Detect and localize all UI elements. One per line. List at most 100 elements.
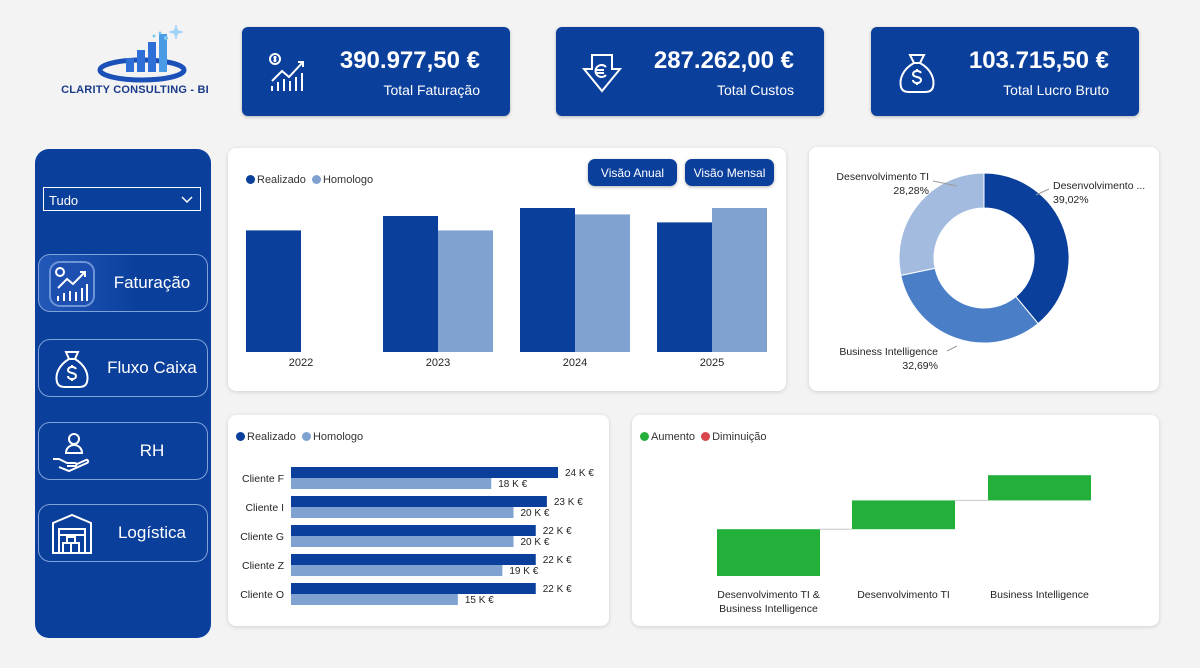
legend-homologo-label: Homologo: [312, 431, 364, 443]
money-bag-icon: [55, 351, 89, 388]
data-label: 22 K €: [543, 526, 572, 537]
bar-homologo-2024: [575, 214, 630, 352]
slice-label: Business Intelligence: [839, 346, 938, 358]
kpi-total-faturacao: 390.977,50 € Total Faturação: [242, 27, 510, 116]
legend-aumento-label: Aumento: [651, 431, 696, 443]
nav-label: Faturação: [113, 273, 191, 292]
x-tick-label: 2023: [426, 357, 450, 369]
x-tick-label: 2022: [289, 357, 313, 369]
bar-realizado-2022: [246, 230, 301, 352]
donut-slice: [898, 172, 985, 277]
warehouse-icon: [52, 513, 92, 554]
data-label: 23 K €: [554, 497, 583, 508]
y-category-label: Cliente I: [245, 502, 284, 514]
x-tick-label: 2025: [700, 357, 724, 369]
euro-down-arrow-icon: [581, 54, 623, 93]
nav-faturacao-button[interactable]: Faturação: [38, 254, 208, 312]
bar-realizado-2024: [520, 208, 575, 352]
legend-diminuicao-dot: [701, 432, 711, 441]
kpi-value: 103.715,50 €: [968, 47, 1109, 74]
x-category-label: Business Intelligence: [719, 603, 818, 615]
annual-chart-card: Realizado Homologo 2022 2023 2024 2025: [228, 148, 786, 391]
bar-realizado-2025: [657, 222, 712, 352]
data-label: 18 K €: [498, 479, 527, 490]
data-label: 22 K €: [543, 584, 572, 595]
clients-chart-card: Realizado Homologo Cliente F 24 K € 18 K €…: [228, 415, 609, 626]
leader-line: [932, 180, 958, 187]
waterfall-bar: [852, 500, 955, 530]
slice-label: Desenvolvimento TI: [836, 171, 929, 183]
clients-legend: Realizado Homologo: [236, 431, 363, 443]
annual-bar-chart: 2022 2023 2024 2025: [246, 208, 767, 369]
waterfall-bar: [988, 475, 1091, 501]
waterfall-bar: [717, 529, 820, 576]
legend-diminuicao-label: Diminuição: [712, 431, 767, 443]
data-label: 22 K €: [543, 555, 572, 566]
kpi-total-lucro-bruto: 103.715,50 € Total Lucro Bruto: [871, 27, 1139, 116]
bar-homologo: [291, 536, 514, 547]
kpi-value: 287.262,00 €: [653, 47, 794, 74]
hand-person-icon: [53, 433, 90, 473]
bar-homologo: [291, 507, 514, 518]
kpi-label: Total Lucro Bruto: [1003, 82, 1109, 98]
kpi-value: 390.977,50 €: [339, 47, 480, 74]
bar-homologo: [291, 478, 492, 489]
donut-slice: [983, 172, 1070, 325]
clients-bar-chart: Cliente F 24 K € 18 K € Cliente I 23 K € 20 K…: [240, 467, 594, 606]
kpi-label: Total Faturação: [383, 82, 481, 98]
brand-logo: CLARITY CONSULTING - BI: [40, 20, 210, 110]
bar-homologo: [291, 594, 458, 605]
donut-chart: Desenvolvimento ... 39,02% Business Intell…: [836, 171, 1145, 372]
annual-legend: Realizado Homologo: [246, 174, 373, 186]
chart-growth-icon: [269, 53, 304, 91]
slice-label: Desenvolvimento ...: [1053, 180, 1145, 192]
legend-aumento-dot: [640, 432, 649, 441]
bar-homologo-2025: [712, 208, 767, 352]
nav-rh-button[interactable]: RH: [38, 422, 208, 480]
bar-homologo-2023: [438, 230, 493, 352]
legend-homologo-label: Homologo: [322, 174, 374, 186]
sidebar: Tudo Faturação Fluxo Caixa RH Logística: [35, 149, 211, 638]
slice-value-label: 28,28%: [893, 185, 929, 197]
x-category-label: Desenvolvimento TI &: [717, 589, 820, 601]
bar-realizado: [291, 554, 536, 565]
legend-realizado-dot: [246, 175, 255, 184]
data-label: 20 K €: [521, 537, 550, 548]
bar-realizado: [291, 583, 536, 594]
bar-homologo: [291, 565, 503, 576]
slice-value-label: 32,69%: [902, 360, 938, 372]
waterfall-chart-card: Aumento Diminuição Desenvolvimento TI & B…: [632, 415, 1159, 626]
nav-fluxo-caixa-button[interactable]: Fluxo Caixa: [38, 339, 208, 397]
data-label: 20 K €: [521, 508, 550, 519]
leader-line: [946, 345, 958, 352]
bar-realizado-2023: [383, 216, 438, 352]
logo-mark-icon: [97, 24, 187, 83]
visao-anual-button[interactable]: Visão Anual: [588, 159, 677, 186]
slice-value-label: 39,02%: [1053, 194, 1089, 206]
chevron-down-icon: [181, 196, 193, 204]
x-tick-label: 2024: [563, 357, 587, 369]
money-bag-icon: [899, 54, 935, 93]
legend-homologo-dot: [301, 432, 311, 441]
filter-dropdown[interactable]: Tudo: [43, 187, 201, 211]
data-label: 19 K €: [509, 566, 538, 577]
x-category-label: Desenvolvimento TI: [857, 589, 950, 601]
data-label: 24 K €: [565, 468, 594, 479]
waterfall-chart: Desenvolvimento TI & Business Intelligenc…: [717, 475, 1091, 615]
legend-realizado-label: Realizado: [247, 431, 296, 443]
kpi-label: Total Custos: [716, 82, 794, 98]
nav-label: RH: [139, 441, 165, 460]
y-category-label: Cliente Z: [242, 560, 285, 572]
legend-realizado-label: Realizado: [257, 174, 306, 186]
donut-chart-card: Desenvolvimento ... 39,02% Business Intell…: [809, 147, 1159, 391]
nav-logistica-button[interactable]: Logística: [38, 504, 208, 562]
x-category-label: Business Intelligence: [990, 589, 1089, 601]
visao-mensal-button[interactable]: Visão Mensal: [685, 159, 774, 186]
filter-dropdown-value: Tudo: [49, 193, 79, 208]
legend-homologo-dot: [311, 175, 321, 184]
chart-growth-icon: [49, 261, 95, 307]
y-category-label: Cliente G: [240, 531, 284, 543]
bar-realizado: [291, 525, 536, 536]
data-label: 15 K €: [465, 595, 494, 606]
leader-line: [1035, 188, 1050, 196]
